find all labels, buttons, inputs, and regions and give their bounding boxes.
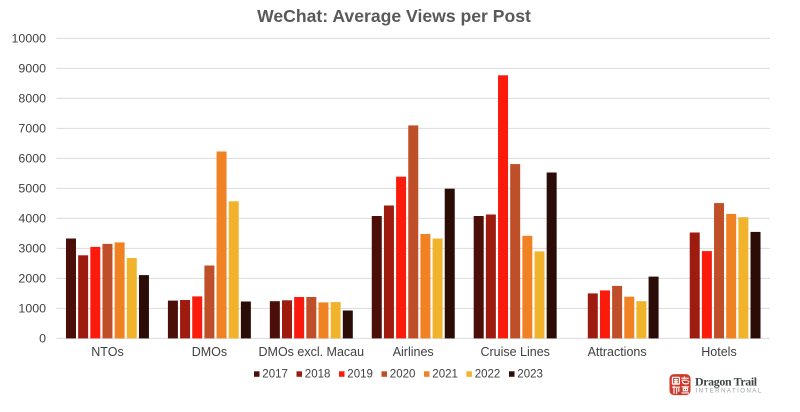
svg-text:2018: 2018 xyxy=(305,368,331,380)
svg-text:2000: 2000 xyxy=(18,272,46,286)
svg-text:0: 0 xyxy=(39,332,46,346)
svg-text:DMOs: DMOs xyxy=(192,345,227,359)
svg-text:7000: 7000 xyxy=(18,122,46,136)
svg-text:2020: 2020 xyxy=(390,368,416,380)
svg-text:Dragon Trail: Dragon Trail xyxy=(695,375,758,389)
svg-text:NTOs: NTOs xyxy=(91,345,123,359)
svg-text:10000: 10000 xyxy=(12,32,47,46)
svg-text:WeChat: Average Views per Post: WeChat: Average Views per Post xyxy=(257,6,531,26)
svg-text:6000: 6000 xyxy=(18,152,46,166)
svg-text:3000: 3000 xyxy=(18,242,46,256)
svg-text:Airlines: Airlines xyxy=(393,345,434,359)
svg-text:Hotels: Hotels xyxy=(701,345,736,359)
svg-text:2017: 2017 xyxy=(262,368,288,380)
svg-text:DMOs excl. Macau: DMOs excl. Macau xyxy=(259,345,365,359)
svg-text:2022: 2022 xyxy=(475,368,501,380)
svg-text:INTERNATIONAL: INTERNATIONAL xyxy=(696,387,763,394)
svg-text:Attractions: Attractions xyxy=(588,345,647,359)
svg-text:5000: 5000 xyxy=(18,182,46,196)
svg-text:4000: 4000 xyxy=(18,212,46,226)
svg-text:9000: 9000 xyxy=(18,62,46,76)
svg-text:2019: 2019 xyxy=(347,368,373,380)
svg-text:Cruise Lines: Cruise Lines xyxy=(480,345,549,359)
svg-text:8000: 8000 xyxy=(18,92,46,106)
svg-text:1000: 1000 xyxy=(18,302,46,316)
svg-text:2021: 2021 xyxy=(432,368,458,380)
svg-text:2023: 2023 xyxy=(517,368,543,380)
